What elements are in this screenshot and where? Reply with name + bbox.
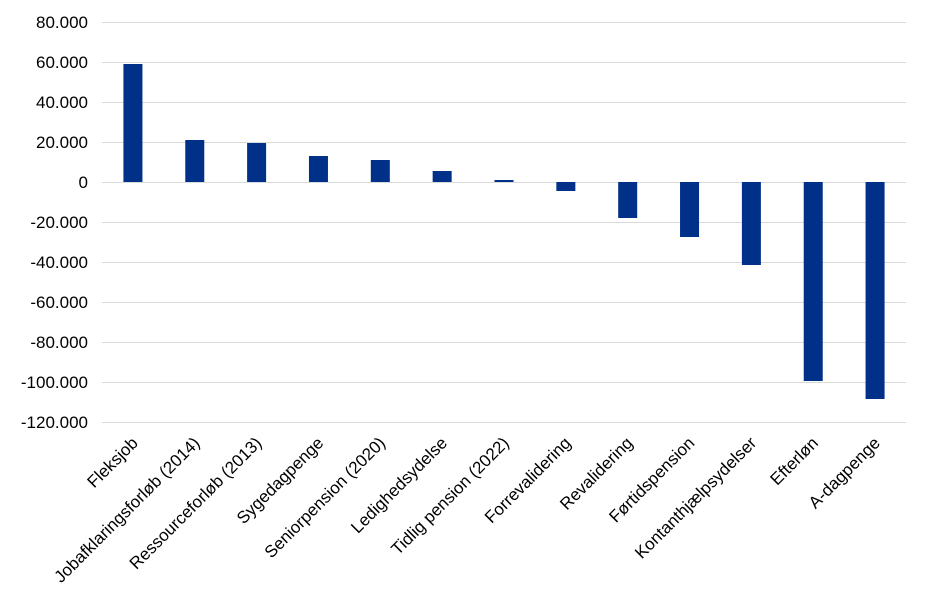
bar: [185, 140, 205, 182]
y-tick-label: 0: [79, 173, 88, 192]
bar: [370, 160, 390, 182]
bar: [680, 182, 700, 237]
x-tick-label: Seniorpension (2020): [261, 433, 389, 561]
y-tick-label: -120.000: [21, 413, 88, 432]
y-tick-label: 80.000: [36, 13, 88, 32]
y-tick-label: -100.000: [21, 373, 88, 392]
y-tick-label: -40.000: [30, 253, 88, 272]
bar: [432, 171, 452, 182]
bar: [865, 182, 885, 399]
bar: [803, 182, 823, 381]
x-tick-label: Fleksjob: [84, 433, 142, 491]
x-tick-label: Tidlig pension (2022): [388, 433, 513, 558]
bar: [618, 182, 638, 218]
x-tick-label: Kontanthjælpsydelser: [631, 433, 760, 562]
bar: [494, 180, 514, 182]
bar: [741, 182, 761, 265]
bars: [123, 64, 885, 399]
y-tick-label: 40.000: [36, 93, 88, 112]
y-tick-label: 60.000: [36, 53, 88, 72]
bar: [123, 64, 143, 182]
y-tick-label: -20.000: [30, 213, 88, 232]
gridlines: [102, 22, 906, 423]
bar: [308, 156, 328, 182]
bar: [556, 182, 576, 191]
y-tick-label: 20.000: [36, 133, 88, 152]
y-axis-tick-labels: 80.000 60.000 40.000 20.000 0 -20.000 -40.000 -…: [21, 13, 88, 432]
y-tick-label: -60.000: [30, 293, 88, 312]
x-tick-label: Efterløn: [767, 433, 823, 489]
y-tick-label: -80.000: [30, 333, 88, 352]
bar: [247, 143, 267, 182]
